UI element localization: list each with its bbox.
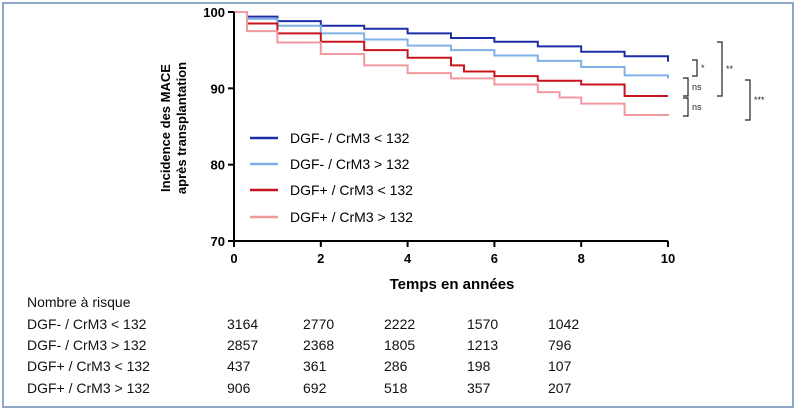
x-tick-label: 4: [404, 251, 412, 266]
x-tick-label: 8: [578, 251, 585, 266]
risk-cell: 1805: [384, 337, 416, 353]
series-line-4: [234, 11, 669, 117]
series-line-1: [234, 11, 669, 62]
y-tick-label: 100: [203, 5, 225, 20]
risk-table-title: Nombre à risque: [27, 294, 131, 310]
sig-bracket-1: [692, 59, 698, 77]
risk-row-label: DGF- / CrM3 > 132: [27, 337, 147, 353]
risk-cell: 286: [384, 358, 408, 374]
x-tick-label: 2: [317, 251, 324, 266]
y-axis-label-line1: Incidence des MACE: [158, 64, 173, 192]
legend-label: DGF+ / CrM3 > 132: [290, 209, 413, 225]
risk-cell: 198: [467, 358, 491, 374]
y-tick-label: 90: [211, 81, 225, 96]
risk-cell: 2368: [303, 337, 335, 353]
series-line-3: [234, 11, 668, 97]
risk-cell: 1570: [467, 316, 499, 332]
risk-cell: 796: [548, 337, 572, 353]
x-tick-label: 10: [661, 251, 675, 266]
sig-bracket-3-label: ns: [692, 102, 702, 112]
y-tick-label: 80: [211, 158, 225, 173]
x-tick-label: 0: [230, 251, 237, 266]
legend-label: DGF- / CrM3 < 132: [290, 130, 410, 146]
risk-cell: 107: [548, 358, 572, 374]
risk-cell: 518: [384, 380, 408, 396]
sig-bracket-5-label: ***: [754, 95, 765, 105]
risk-cell: 1213: [467, 337, 499, 353]
risk-cell: 1042: [548, 316, 580, 332]
legend-label: DGF- / CrM3 > 132: [290, 156, 410, 172]
risk-row-label: DGF+ / CrM3 < 132: [27, 358, 150, 374]
kaplan-meier-chart: 0 2 4 6 8 10 70 80 90 100 Temps en années Inciden…: [158, 5, 765, 293]
risk-cell: 2857: [227, 337, 259, 353]
y-axis-label-line2: après transplantation: [174, 62, 189, 194]
risk-cell: 906: [227, 380, 251, 396]
risk-cell: 361: [303, 358, 327, 374]
figure-frame: [2, 2, 794, 408]
y-tick-label: 70: [211, 234, 225, 249]
risk-cell: 3164: [227, 316, 259, 332]
sig-bracket-4: [717, 41, 723, 97]
sig-bracket-2-label: ns: [692, 82, 702, 92]
sig-bracket-3: [683, 97, 689, 117]
risk-cell: 437: [227, 358, 251, 374]
risk-cell: 2222: [384, 316, 416, 332]
risk-row-label: DGF- / CrM3 < 132: [27, 316, 147, 332]
legend: DGF- / CrM3 < 132 DGF- / CrM3 > 132 DGF+ /…: [250, 130, 413, 225]
x-axis-label: Temps en années: [390, 276, 515, 293]
x-tick-label: 6: [491, 251, 498, 266]
sig-bracket-5: [745, 79, 751, 121]
risk-cell: 207: [548, 380, 572, 396]
sig-bracket-2: [683, 77, 689, 97]
risk-cell: 2770: [303, 316, 335, 332]
sig-bracket-4-label: **: [726, 64, 734, 74]
risk-row-label: DGF+ / CrM3 > 132: [27, 380, 150, 396]
risk-cell: 357: [467, 380, 491, 396]
legend-label: DGF+ / CrM3 < 132: [290, 182, 413, 198]
risk-cell: 692: [303, 380, 327, 396]
sig-bracket-1-label: *: [701, 63, 705, 73]
